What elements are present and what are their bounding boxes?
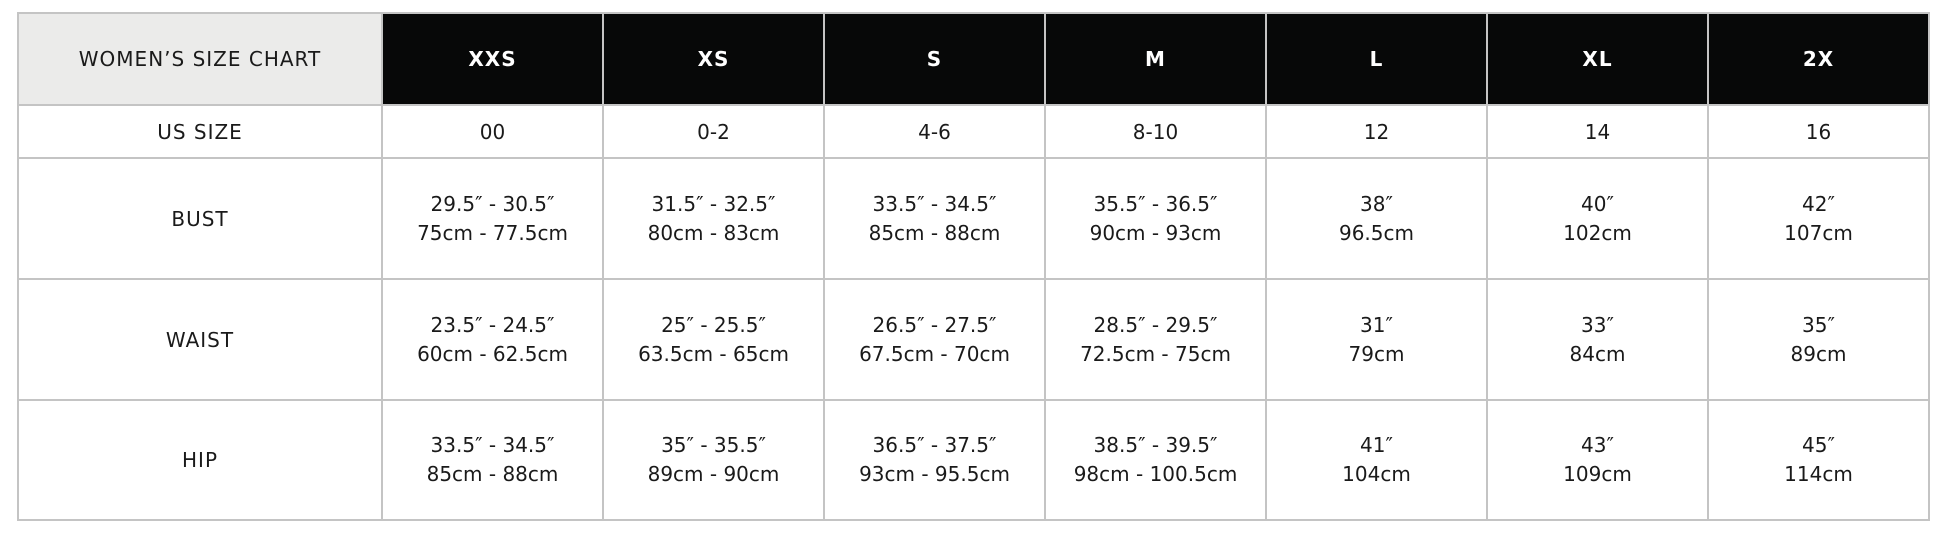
cm-value: 72.5cm - 75cm — [1080, 341, 1231, 366]
inches-value: 31.5″ - 32.5″ — [651, 191, 776, 216]
cm-value: 79cm — [1348, 341, 1405, 366]
inches-value: 26.5″ - 27.5″ — [872, 312, 997, 337]
measurement-cell: 33.5″ - 34.5″ 85cm - 88cm — [381, 399, 604, 521]
us-size-cell: 12 — [1265, 104, 1488, 159]
inches-value: 31″ — [1360, 312, 1393, 337]
size-header-l: L — [1265, 12, 1488, 106]
inches-value: 33″ — [1581, 312, 1614, 337]
inches-value: 43″ — [1581, 433, 1614, 457]
header-row: WOMEN’S SIZE CHART XXS XS S M L XL 2X — [17, 12, 1930, 106]
measurement-cell: 36.5″ - 37.5″ 93cm - 95.5cm — [823, 399, 1046, 521]
row-label: US SIZE — [17, 104, 383, 159]
size-header-xs: XS — [602, 12, 825, 106]
cm-value: 63.5cm - 65cm — [638, 341, 789, 366]
cm-value: 84cm — [1569, 341, 1626, 366]
measurement-cell: 35.5″ - 36.5″ 90cm - 93cm — [1044, 157, 1267, 280]
inches-value: 35″ - 35.5″ — [661, 433, 766, 457]
cm-value: 104cm — [1342, 462, 1411, 486]
measurement-cell: 38.5″ - 39.5″ 98cm - 100.5cm — [1044, 399, 1267, 521]
measurement-row-hip: HIP 33.5″ - 34.5″ 85cm - 88cm 35″ - 35.5″ 89… — [17, 399, 1930, 521]
inches-value: 38.5″ - 39.5″ — [1093, 433, 1218, 457]
cm-value: 96.5cm — [1338, 220, 1414, 245]
measurement-cell: 31.5″ - 32.5″ 80cm - 83cm — [602, 157, 825, 280]
measurement-cell: 26.5″ - 27.5″ 67.5cm - 70cm — [823, 278, 1046, 401]
us-size-row: US SIZE 00 0-2 4-6 8-10 12 14 16 — [17, 104, 1930, 159]
measurement-cell: 45″ 114cm — [1707, 399, 1930, 521]
cm-value: 109cm — [1563, 462, 1632, 486]
inches-value: 35″ — [1802, 312, 1835, 337]
size-header-2x: 2X — [1707, 12, 1930, 106]
size-header-xl: XL — [1486, 12, 1709, 106]
inches-value: 42″ — [1802, 191, 1835, 216]
row-label: HIP — [17, 399, 383, 521]
inches-value: 41″ — [1360, 433, 1393, 457]
measurement-cell: 23.5″ - 24.5″ 60cm - 62.5cm — [381, 278, 604, 401]
measurement-cell: 42″ 107cm — [1707, 157, 1930, 280]
inches-value: 29.5″ - 30.5″ — [430, 191, 555, 216]
inches-value: 25″ - 25.5″ — [661, 312, 766, 337]
measurement-cell: 29.5″ - 30.5″ 75cm - 77.5cm — [381, 157, 604, 280]
cm-value: 114cm — [1784, 462, 1853, 486]
row-label: WAIST — [17, 278, 383, 401]
measurement-row-waist: WAIST 23.5″ - 24.5″ 60cm - 62.5cm 25″ - 25.… — [17, 278, 1930, 401]
size-header-m: M — [1044, 12, 1267, 106]
size-chart-table: WOMEN’S SIZE CHART XXS XS S M L XL 2X US SIZE … — [17, 12, 1930, 521]
chart-title: WOMEN’S SIZE CHART — [17, 12, 383, 106]
measurement-cell: 35″ - 35.5″ 89cm - 90cm — [602, 399, 825, 521]
inches-value: 45″ — [1802, 433, 1835, 457]
cm-value: 90cm - 93cm — [1089, 220, 1222, 245]
measurement-cell: 31″ 79cm — [1265, 278, 1488, 401]
cm-value: 75cm - 77.5cm — [417, 220, 568, 245]
measurement-cell: 33.5″ - 34.5″ 85cm - 88cm — [823, 157, 1046, 280]
cm-value: 60cm - 62.5cm — [417, 341, 568, 366]
measurement-cell: 28.5″ - 29.5″ 72.5cm - 75cm — [1044, 278, 1267, 401]
measurement-cell: 25″ - 25.5″ 63.5cm - 65cm — [602, 278, 825, 401]
us-size-cell: 00 — [381, 104, 604, 159]
cm-value: 89cm - 90cm — [647, 462, 780, 486]
inches-value: 36.5″ - 37.5″ — [872, 433, 997, 457]
us-size-cell: 4-6 — [823, 104, 1046, 159]
cm-value: 89cm — [1790, 341, 1847, 366]
inches-value: 33.5″ - 34.5″ — [430, 433, 555, 457]
us-size-cell: 16 — [1707, 104, 1930, 159]
measurement-cell: 38″ 96.5cm — [1265, 157, 1488, 280]
size-header-s: S — [823, 12, 1046, 106]
us-size-cell: 8-10 — [1044, 104, 1267, 159]
inches-value: 28.5″ - 29.5″ — [1093, 312, 1218, 337]
measurement-cell: 43″ 109cm — [1486, 399, 1709, 521]
measurement-cell: 33″ 84cm — [1486, 278, 1709, 401]
cm-value: 80cm - 83cm — [647, 220, 780, 245]
measurement-row-bust: BUST 29.5″ - 30.5″ 75cm - 77.5cm 31.5″ - 32… — [17, 157, 1930, 280]
inches-value: 35.5″ - 36.5″ — [1093, 191, 1218, 216]
inches-value: 23.5″ - 24.5″ — [430, 312, 555, 337]
cm-value: 67.5cm - 70cm — [859, 341, 1010, 366]
cm-value: 85cm - 88cm — [868, 220, 1001, 245]
inches-value: 40″ — [1581, 191, 1614, 216]
us-size-cell: 0-2 — [602, 104, 825, 159]
measurement-cell: 35″ 89cm — [1707, 278, 1930, 401]
row-label: BUST — [17, 157, 383, 280]
cm-value: 107cm — [1784, 220, 1853, 245]
measurement-cell: 41″ 104cm — [1265, 399, 1488, 521]
measurement-cell: 40″ 102cm — [1486, 157, 1709, 280]
size-header-xxs: XXS — [381, 12, 604, 106]
inches-value: 38″ — [1360, 191, 1393, 216]
cm-value: 98cm - 100.5cm — [1073, 462, 1238, 486]
us-size-cell: 14 — [1486, 104, 1709, 159]
cm-value: 102cm — [1563, 220, 1632, 245]
cm-value: 93cm - 95.5cm — [859, 462, 1010, 486]
cm-value: 85cm - 88cm — [426, 462, 559, 486]
inches-value: 33.5″ - 34.5″ — [872, 191, 997, 216]
